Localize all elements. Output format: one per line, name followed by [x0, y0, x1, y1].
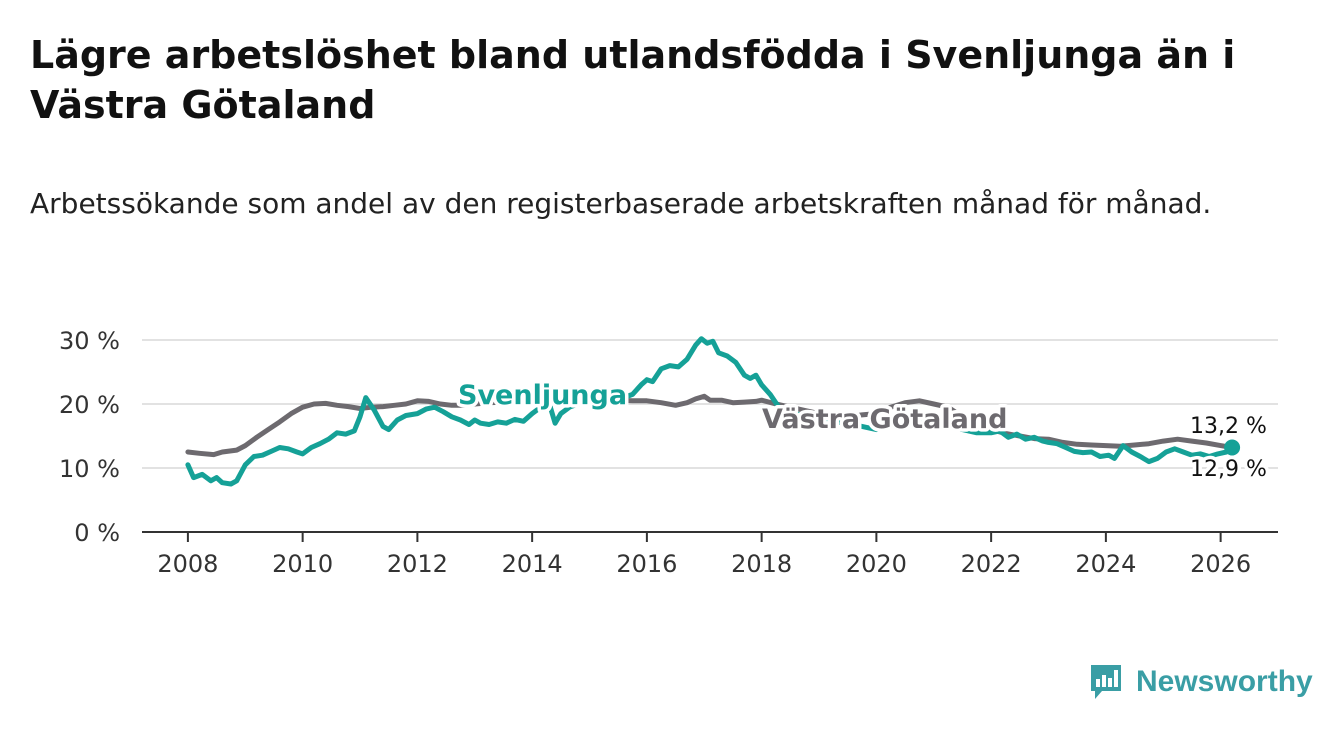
chart-title: Lägre arbetslöshet bland utlandsfödda i …	[30, 33, 1236, 127]
brand-name: Newsworthy	[1136, 665, 1313, 698]
series-label-svenljunga: Svenljunga	[458, 380, 627, 411]
bar-chart-icon	[1091, 665, 1121, 699]
newsworthy-logo: Newsworthy	[1088, 660, 1313, 704]
y-tick-label: 20 %	[59, 391, 120, 419]
end-value-svenljunga: 12,9 %	[1190, 457, 1267, 482]
x-tick-label: 2018	[731, 550, 792, 578]
end-value-svenljunga-halo: 12,9 %	[1190, 457, 1267, 482]
series-label-svenljunga-halo: Svenljunga	[458, 380, 627, 411]
x-tick-label: 2026	[1190, 550, 1251, 578]
x-tick-label: 2012	[387, 550, 448, 578]
series-line-vastra-gotaland	[185, 393, 1235, 458]
end-value-vastra-gotaland: 13,2 %	[1190, 414, 1267, 439]
x-tick-label: 2014	[502, 550, 563, 578]
y-tick-label: 10 %	[59, 455, 120, 483]
axes: 0 % 10 % 20 % 30 % 2008 2010 2012 2014 2016 2018 2…	[59, 327, 1278, 578]
x-tick-label: 2020	[846, 550, 907, 578]
data-series	[185, 336, 1241, 487]
end-value-vastra-gotaland-halo: 13,2 %	[1190, 414, 1267, 439]
series-line-svenljunga	[185, 336, 1235, 487]
chart-subtitle: Arbetssökande som andel av den registerb…	[30, 187, 1212, 220]
y-tick-label: 0 %	[74, 519, 120, 547]
series-label-vastra-gotaland-halo: Västra Götaland	[762, 404, 1007, 435]
x-tick-label: 2016	[616, 550, 677, 578]
x-tick-label: 2010	[272, 550, 333, 578]
x-tick-label: 2008	[157, 550, 218, 578]
series-label-vastra-gotaland: Västra Götaland	[762, 404, 1007, 435]
x-tick-label: 2022	[961, 550, 1022, 578]
x-tick-label: 2024	[1075, 550, 1136, 578]
end-point-svenljunga	[1226, 443, 1239, 456]
y-tick-label: 30 %	[59, 327, 120, 355]
